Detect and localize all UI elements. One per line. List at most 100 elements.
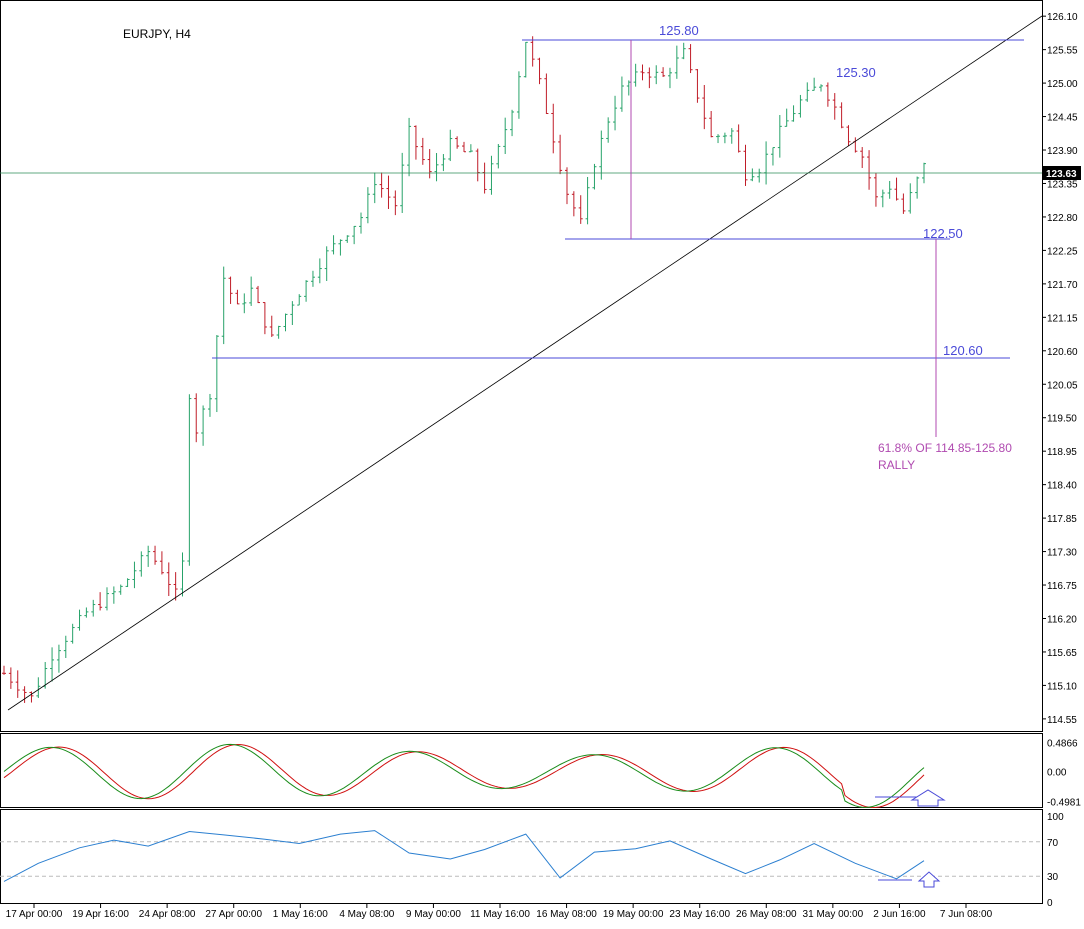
rsi-tick-label: 100: [1047, 812, 1064, 823]
price-candle: [489, 155, 494, 195]
price-candle: [901, 193, 906, 214]
price-candle: [805, 82, 810, 102]
price-candle: [599, 130, 604, 180]
price-candle: [894, 177, 899, 201]
stoch-tick-label: 0.00: [1047, 768, 1067, 779]
price-candle: [111, 586, 116, 604]
time-tick-label: 19 Apr 16:00: [72, 909, 129, 920]
label-125-30: 125.30: [836, 65, 876, 80]
price-candle: [56, 644, 61, 673]
price-candle: [619, 76, 624, 112]
price-candle: [359, 212, 364, 234]
price-candle: [544, 73, 549, 115]
stoch-main-line: [3, 743, 925, 808]
price-candle: [166, 562, 171, 596]
time-tick-label: 9 May 00:00: [406, 909, 461, 920]
price-candle: [592, 163, 597, 190]
price-candle: [194, 393, 199, 443]
price-tick-label: 120.60: [1047, 347, 1078, 358]
price-candle: [63, 635, 68, 658]
price-tick-label: 123.35: [1047, 179, 1078, 190]
price-candle: [22, 686, 27, 703]
rsi-marks: [878, 871, 941, 888]
price-candle: [407, 117, 412, 177]
current-price-value: 123.63: [1046, 169, 1077, 180]
price-candle: [132, 561, 137, 589]
price-tick-label: 116.75: [1047, 581, 1077, 592]
price-candle: [15, 670, 20, 698]
label-122-50: 122.50: [923, 226, 963, 241]
time-axis: 17 Apr 00:00 19 Apr 16:00 24 Apr 08:00 27 A…: [6, 904, 993, 920]
up-arrow-icon: [910, 789, 946, 807]
price-candle: [400, 152, 405, 213]
price-tick-label: 126.10: [1047, 12, 1078, 23]
candlestick-series: [2, 36, 926, 703]
price-tick-label: 117.30: [1047, 548, 1077, 559]
price-tick-label: 115.10: [1047, 681, 1077, 692]
price-tick-label: 123.90: [1047, 146, 1078, 157]
price-candle: [647, 67, 652, 89]
price-candle: [523, 41, 528, 78]
price-candle: [702, 84, 707, 130]
rsi-line: [3, 830, 925, 882]
price-candle: [338, 239, 343, 256]
stochastic-panel-frame: [0, 733, 1043, 808]
trend-line[interactable]: [7, 15, 1043, 711]
price-candle: [2, 665, 6, 675]
up-arrow-icon: [917, 871, 941, 888]
price-candle: [242, 293, 247, 314]
price-candle: [613, 95, 618, 131]
price-candle: [915, 176, 920, 199]
price-candle: [846, 125, 851, 147]
time-tick-label: 31 May 00:00: [803, 909, 864, 920]
price-candle: [434, 153, 439, 182]
price-candle: [695, 69, 700, 103]
time-tick-label: 24 Apr 08:00: [139, 909, 196, 920]
price-candle: [564, 167, 569, 205]
price-candle: [297, 294, 302, 306]
price-candle: [365, 187, 370, 224]
price-candle: [750, 168, 755, 182]
price-candle: [91, 599, 96, 617]
price-candle: [537, 57, 542, 85]
price-candle: [29, 691, 34, 703]
price-candle: [558, 134, 563, 175]
time-tick-label: 16 May 08:00: [536, 909, 597, 920]
time-tick-label: 23 May 16:00: [669, 909, 730, 920]
stochastic-axis: 0.4866 0.00 -0.4981: [1047, 738, 1081, 808]
price-candle: [503, 117, 508, 155]
price-candle: [516, 71, 521, 119]
price-candle: [139, 551, 144, 577]
price-candle: [228, 276, 233, 304]
current-price-tag: [1043, 166, 1081, 180]
price-candle: [235, 289, 240, 305]
price-candle: [475, 148, 480, 182]
price-candle: [290, 301, 295, 325]
price-candle: [510, 109, 515, 137]
price-candle: [626, 80, 631, 96]
price-candle: [345, 235, 350, 243]
time-tick-label: 1 May 16:00: [273, 909, 328, 920]
price-candle: [262, 302, 267, 335]
time-tick-label: 11 May 16:00: [470, 909, 530, 920]
price-candle: [276, 325, 281, 339]
price-candle: [98, 592, 103, 611]
price-candle: [331, 235, 336, 255]
label-120-60: 120.60: [943, 343, 983, 358]
price-candle: [551, 103, 556, 154]
price-candle: [159, 551, 164, 575]
price-candle: [310, 270, 315, 287]
rsi-tick-label: 30: [1047, 872, 1059, 883]
price-axis: 126.10 125.55 125.00 124.45 123.90 123.35 122.…: [1042, 12, 1078, 726]
price-candle: [784, 108, 789, 127]
chart-title: EURJPY, H4: [123, 27, 191, 41]
rsi-tick-label: 0: [1047, 898, 1053, 909]
price-candle: [736, 124, 741, 153]
price-candle: [496, 144, 501, 169]
time-tick-label: 7 Jun 08:00: [940, 909, 993, 920]
price-tick-label: 119.50: [1047, 414, 1077, 425]
price-candle: [819, 84, 824, 92]
price-candle: [798, 94, 803, 118]
price-candle: [860, 147, 865, 168]
